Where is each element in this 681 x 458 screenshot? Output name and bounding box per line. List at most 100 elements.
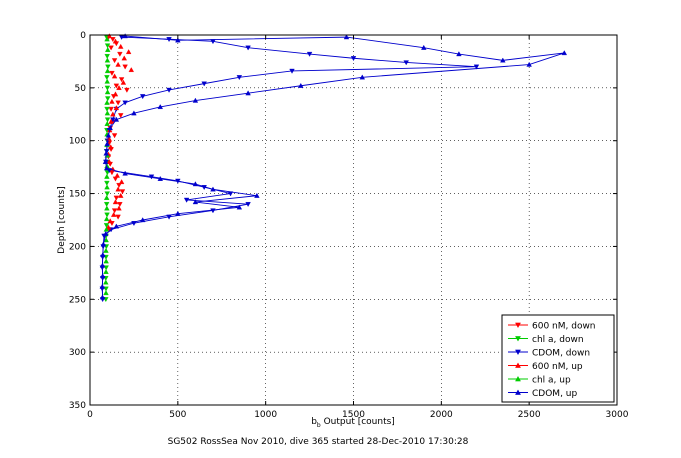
data-point	[125, 49, 132, 55]
data-point	[118, 192, 124, 198]
data-point	[103, 165, 110, 171]
data-point	[115, 186, 121, 192]
data-point	[236, 75, 243, 81]
data-point	[104, 43, 111, 49]
data-point	[114, 172, 120, 178]
data-point	[139, 217, 146, 223]
data-point	[105, 224, 112, 230]
data-point	[210, 186, 216, 192]
data-point	[118, 77, 125, 83]
legend-label: CDOM, down	[532, 349, 590, 359]
data-point	[104, 184, 110, 190]
data-point	[105, 96, 111, 102]
legend-swatch-marker	[515, 336, 521, 342]
data-point	[122, 33, 128, 39]
data-point	[403, 60, 409, 66]
legend-label: 600 nM, down	[532, 322, 596, 332]
y-tick-label: 50	[75, 84, 87, 94]
data-point	[201, 81, 207, 87]
data-point	[104, 180, 110, 186]
data-point	[175, 210, 181, 216]
legend-label: chl a, up	[532, 376, 571, 386]
data-point	[111, 208, 118, 214]
data-point	[115, 214, 121, 220]
data-point	[116, 182, 122, 188]
y-tick-label: 350	[69, 401, 86, 411]
data-point	[117, 202, 123, 207]
data-point	[183, 197, 190, 203]
legend-swatch-marker	[515, 349, 521, 356]
data-point	[99, 294, 106, 300]
data-point	[131, 110, 137, 116]
x-tick-label: 3000	[606, 410, 629, 420]
data-point	[103, 237, 109, 243]
data-point	[105, 64, 111, 70]
legend-swatch-marker	[515, 389, 521, 395]
data-point	[104, 78, 110, 84]
data-point	[103, 194, 110, 200]
data-point	[119, 189, 126, 195]
data-point	[157, 175, 164, 181]
data-point	[192, 97, 199, 103]
data-point	[109, 98, 115, 104]
data-point	[359, 74, 366, 80]
data-point	[104, 106, 110, 112]
data-point	[106, 159, 113, 164]
y-tick-label: 200	[69, 242, 86, 252]
axis-ticks: 0 500 1000 1500 2000 2500 3000 0 50 100 150 200 250 3…	[69, 31, 629, 420]
data-point	[139, 94, 146, 100]
data-point	[108, 45, 114, 51]
data-point	[245, 202, 251, 207]
data-point	[245, 90, 251, 96]
data-point	[289, 68, 295, 74]
legend-item: CDOM, down	[508, 349, 590, 359]
data-point	[118, 113, 124, 119]
data-point	[116, 205, 122, 211]
data-point	[113, 195, 120, 201]
data-point	[122, 170, 128, 176]
data-point	[113, 116, 120, 122]
data-point	[128, 67, 135, 73]
data-point	[104, 75, 110, 81]
data-point	[110, 211, 117, 217]
x-tick-label: 1500	[342, 410, 365, 420]
data-point	[104, 191, 110, 197]
data-point	[112, 38, 119, 44]
legend-swatch-marker	[515, 362, 521, 368]
data-point	[107, 144, 114, 150]
data-point	[122, 100, 128, 106]
data-point	[116, 85, 122, 90]
data-point	[104, 89, 111, 95]
data-point	[99, 283, 106, 289]
data-point	[118, 179, 125, 185]
data-point	[561, 50, 568, 56]
data-point	[104, 173, 110, 179]
data-point	[175, 37, 181, 43]
data-point	[113, 105, 120, 111]
x-axis-label: bb Output [counts]	[311, 417, 395, 429]
data-point	[350, 56, 357, 62]
chart-caption: SG502 RossSea Nov 2010, dive 365 started…	[168, 437, 469, 447]
data-point	[106, 33, 113, 39]
data-point	[245, 45, 251, 51]
data-point	[100, 241, 107, 247]
legend-item: 600 nM, down	[508, 322, 596, 332]
data-point	[108, 106, 114, 112]
data-point	[111, 133, 118, 139]
data-point	[110, 117, 116, 123]
data-point	[421, 44, 427, 50]
data-point	[254, 192, 260, 198]
data-point	[343, 34, 350, 40]
legend-label: 600 nM, up	[532, 362, 583, 372]
x-tick-label: 2500	[518, 410, 541, 420]
data-point	[104, 68, 111, 74]
data-point	[103, 230, 109, 236]
legend-swatch-marker	[515, 322, 521, 329]
series-group	[99, 33, 568, 300]
series-line	[101, 35, 565, 298]
y-tick-label: 100	[69, 137, 86, 147]
data-point	[166, 87, 172, 93]
series-layer	[99, 33, 568, 303]
data-point	[104, 120, 110, 126]
